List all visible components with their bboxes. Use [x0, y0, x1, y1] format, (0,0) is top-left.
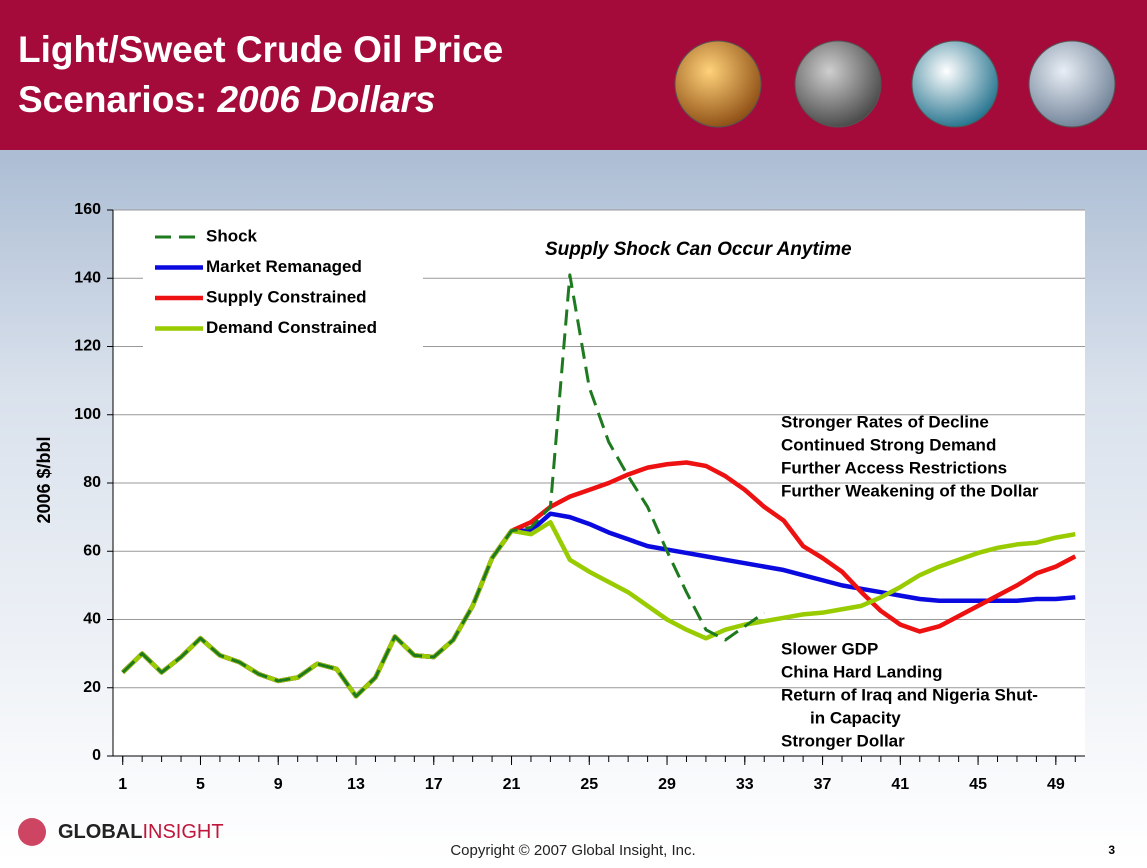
x-tick-label: 25 — [580, 776, 598, 793]
y-tick-label: 140 — [74, 269, 101, 286]
x-tick-label: 41 — [891, 776, 909, 793]
logo-part: GLOBAL — [58, 821, 142, 843]
logo-part: INSIGHT — [142, 821, 223, 843]
y-tick-label: 40 — [83, 611, 101, 628]
logo: GLOBALINSIGHT — [18, 818, 224, 846]
title-part: 2006 Dollars — [216, 79, 435, 120]
title-line: Scenarios: 2006 Dollars — [18, 79, 436, 120]
x-tick-label: 49 — [1047, 776, 1065, 793]
legend-box — [143, 222, 423, 354]
logo-mark — [18, 818, 46, 846]
x-tick-label: 5 — [196, 776, 205, 793]
x-tick-label: 9 — [274, 776, 283, 793]
note: Further Weakening of the Dollar — [781, 481, 1039, 500]
x-tick-label: 33 — [736, 776, 754, 793]
icon — [911, 40, 999, 128]
note: Stronger Rates of Decline — [781, 412, 989, 431]
note: in Capacity — [810, 708, 901, 727]
note: Slower GDP — [781, 639, 878, 658]
title-part: Scenarios: — [18, 79, 217, 120]
note: China Hard Landing — [781, 662, 943, 681]
note: Stronger Dollar — [781, 731, 905, 750]
legend-label: Supply Constrained — [206, 287, 367, 306]
page-number: 3 — [1108, 843, 1115, 857]
legend-label: Demand Constrained — [206, 318, 377, 337]
logo-text: GLOBALINSIGHT — [58, 821, 224, 843]
legend-label: Market Remanaged — [206, 257, 362, 276]
x-tick-label: 13 — [347, 776, 365, 793]
legend-label: Shock — [206, 226, 258, 245]
series-line — [121, 273, 766, 698]
icon — [674, 40, 762, 128]
note: Further Access Restrictions — [781, 458, 1007, 477]
note: Continued Strong Demand — [781, 435, 996, 454]
annotation: Supply Shock Can Occur Anytime — [545, 239, 852, 260]
y-tick-label: 120 — [74, 338, 101, 355]
note: Return of Iraq and Nigeria Shut- — [781, 685, 1038, 704]
y-tick-label: 100 — [74, 406, 101, 423]
title-line: Light/Sweet Crude Oil Price — [18, 29, 503, 70]
x-tick-label: 37 — [814, 776, 832, 793]
x-tick-label: 29 — [658, 776, 676, 793]
y-axis-label: 2006 $/bbl — [34, 436, 54, 523]
y-tick-label: 160 — [74, 201, 101, 218]
x-tick-label: 21 — [503, 776, 521, 793]
icon — [1028, 40, 1116, 128]
x-tick-label: 17 — [425, 776, 443, 793]
icon — [794, 40, 882, 128]
x-tick-label: 45 — [969, 776, 987, 793]
y-tick-label: 80 — [83, 474, 101, 491]
copyright: Copyright © 2007 Global Insight, Inc. — [450, 842, 695, 859]
x-tick-label: 1 — [118, 776, 127, 793]
y-tick-label: 20 — [83, 679, 101, 696]
y-tick-label: 0 — [92, 747, 101, 764]
y-tick-label: 60 — [83, 542, 101, 559]
